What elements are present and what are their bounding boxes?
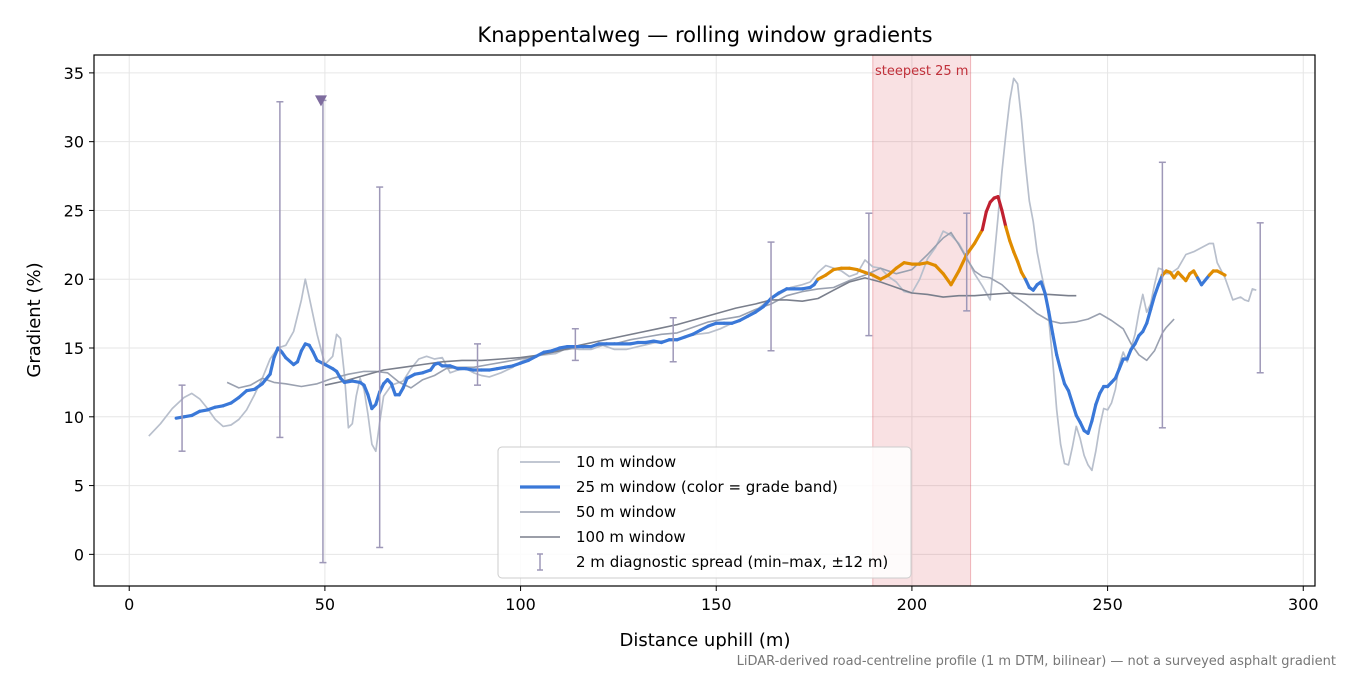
x-tick-label: 100 [505,595,536,614]
legend-label: 10 m window [576,453,676,471]
y-tick-label: 5 [74,477,84,496]
series-50m-line [226,231,1175,389]
series-25m-segment [1039,280,1047,295]
y-axis-title: Gradient (%) [24,262,45,377]
peak-marker [314,95,327,107]
series-25m-segment [886,266,898,277]
errorbar [767,241,775,352]
series-25m-segment [1117,357,1125,371]
y-tick-label: 20 [64,270,84,289]
series-25m-segment [237,389,249,400]
y-tick-label: 25 [64,201,84,220]
series-25m-segment [1152,283,1161,298]
series-25m-segment [1004,225,1012,243]
series-25m-segment [949,269,961,287]
x-axis-title: Distance uphill (m) [620,630,791,651]
series-25m-segment [1086,419,1094,435]
y-tick-label: 35 [64,64,84,83]
series-100m-line [324,277,1077,386]
legend-label: 25 m window (color = grade band) [576,478,838,496]
errorbar [1158,161,1166,429]
series-25m-segment [933,263,945,276]
plot-frame [93,54,1316,587]
errorbar [376,186,384,549]
legend: 10 m window 25 m window (color = grade ba… [497,446,912,579]
series-25m-segment [1090,402,1098,423]
legend-box [497,446,912,579]
y-tick-label: 15 [64,339,84,358]
steepest-band-label: steepest 25 m [875,64,968,79]
errorbars [178,99,1264,564]
footnote: LiDAR-derived road-centreline profile (1… [737,654,1336,669]
series-25m-segment [1008,239,1016,254]
series-25m-segment [295,349,304,364]
y-tick-label: 30 [64,133,84,152]
series-25m-segment [268,356,276,376]
x-tick-label: 50 [315,595,335,614]
chart-title: Knappentalweg — rolling window gradients [477,23,932,47]
series-25m-segment [1215,269,1227,277]
errorbar [276,101,284,439]
series-25m-segment [1015,259,1024,274]
legend-label: 50 m window [576,503,676,521]
series-25m-segment [1094,391,1102,407]
series-25m-segment [965,241,977,257]
errorbar [963,212,971,312]
series-25m-segment [1012,250,1020,263]
series-25m-segment [980,210,988,232]
series-25m-segment [1000,208,1008,229]
x-tick-label: 300 [1288,595,1319,614]
errorbar [1256,222,1264,374]
series-25m-segment [362,383,370,397]
errorbar [669,316,677,363]
series-25m-segment [1199,273,1211,287]
series-25m-segment [1059,368,1067,386]
x-tick-label: 200 [897,595,928,614]
markers [314,95,327,107]
series-25m-segment [389,382,397,397]
x-tick-label: 250 [1092,595,1123,614]
series-10m-line [148,77,1257,472]
series-25m-segment [366,393,374,411]
legend-label: 2 m diagnostic spread (min–max, ±12 m) [576,553,888,571]
series-25m-segment [401,376,409,390]
series-25m-segment [941,272,953,287]
series-lines [148,77,1257,472]
x-tick-label: 0 [124,595,134,614]
series-25m-segment [1055,353,1063,372]
series-25m-segment [957,252,969,273]
y-tick-label: 0 [74,545,84,564]
series-25m-segment [1066,389,1074,405]
series-25m-segment [1149,294,1157,312]
series-25m-segment [1051,332,1059,357]
series-25m-segment [984,200,992,214]
series-25m-segment [1043,291,1051,314]
errorbar [474,343,482,386]
x-tick-label: 150 [701,595,732,614]
series-25m-segment [1047,310,1055,336]
errorbar [865,212,873,337]
series-25m-segment [1145,307,1153,325]
series-25m-segment [972,228,984,246]
series-25m-segment [1113,367,1121,380]
grid [94,55,1315,586]
series-25m-segment [284,356,296,367]
errorbar [178,384,186,452]
series-25m-segment [761,296,773,309]
legend-label: 100 m window [576,528,686,546]
errorbar [571,328,579,362]
series-25m-segment [1125,347,1133,361]
axis-ticks: 0 50 100 150 200 250 300 0 5 10 15 20 25 30 35 [64,64,1319,614]
y-tick-label: 10 [64,408,84,427]
series-25m-segment [1070,401,1078,418]
series-25m-segment [996,195,1004,213]
series-25m-segment [260,372,272,386]
